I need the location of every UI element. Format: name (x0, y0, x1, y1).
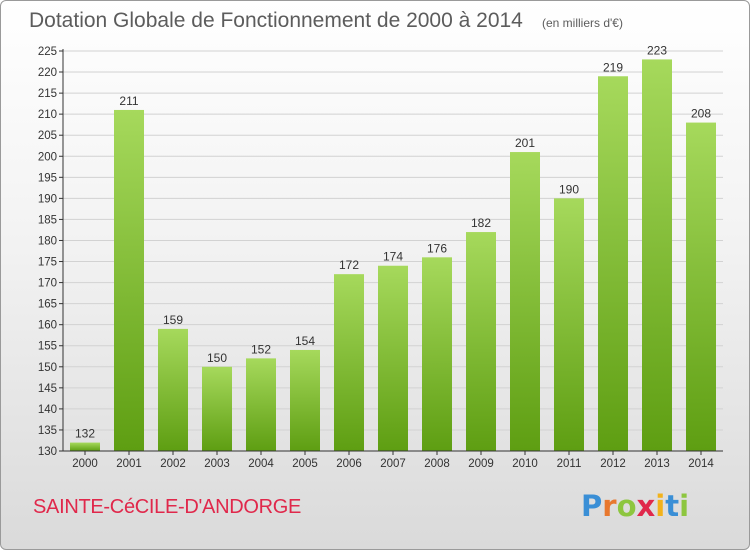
x-tick-label: 2008 (424, 458, 450, 470)
bar-value-label: 152 (251, 342, 271, 356)
commune-name: SAINTE-CéCILE-D'ANDORGE (33, 496, 302, 518)
bar (334, 274, 364, 451)
bar (422, 257, 452, 451)
bar (466, 232, 496, 451)
bar-value-label: 159 (163, 313, 183, 327)
logo-letter: P (581, 489, 603, 523)
y-tick-label: 135 (38, 425, 57, 437)
bar-value-label: 211 (119, 94, 138, 108)
x-tick-label: 2004 (248, 458, 274, 470)
bar-value-label: 223 (647, 43, 667, 57)
bar (510, 152, 540, 452)
bar-value-labels: 132 211 159 150 152 154 172 174 176 182 201 190 219 2… (75, 43, 711, 440)
proxiti-logo: Proxiti (581, 489, 689, 523)
logo-letter: i (679, 489, 690, 523)
logo-letter: i (655, 489, 666, 523)
bar-value-label: 172 (339, 258, 359, 272)
bar (554, 198, 584, 451)
y-tick-label: 165 (38, 299, 57, 311)
x-tick-label: 2006 (336, 458, 362, 470)
bar-value-label: 190 (559, 182, 579, 196)
bar (246, 358, 276, 451)
axes (62, 49, 723, 452)
x-tick-label: 2010 (512, 458, 538, 470)
y-tick-label: 140 (38, 404, 57, 416)
bar (642, 59, 672, 451)
y-tick-label: 160 (38, 320, 57, 332)
chart-title: Dotation Globale de Fonctionnement de 20… (29, 9, 523, 32)
y-tick-label: 180 (38, 235, 57, 247)
x-tick-label: 2000 (72, 458, 98, 470)
bar-value-label: 176 (427, 241, 447, 255)
bar-value-label: 182 (471, 216, 491, 230)
x-tick-label: 2002 (160, 458, 186, 470)
bars (70, 59, 716, 452)
bar-value-label: 174 (383, 250, 403, 264)
y-tick-label: 195 (38, 172, 57, 184)
bar-value-label: 150 (207, 351, 227, 365)
x-axis-tick-labels: 2000 2001 2002 2003 2004 2005 2006 2007 2008 2009… (72, 451, 714, 470)
x-tick-label: 2001 (116, 458, 142, 470)
bar (686, 122, 716, 451)
y-tick-label: 175 (38, 257, 57, 269)
bar-value-label: 219 (603, 60, 623, 74)
chart-subtitle: (en milliers d'€) (542, 16, 623, 30)
logo-letter: o (616, 489, 637, 523)
bar-value-label: 154 (295, 334, 315, 348)
y-tick-label: 225 (38, 46, 57, 58)
logo-letter: x (636, 489, 656, 523)
bar (70, 442, 100, 451)
bar (202, 366, 232, 451)
y-tick-label: 220 (38, 67, 57, 79)
y-tick-label: 215 (38, 88, 57, 100)
x-tick-label: 2009 (468, 458, 494, 470)
y-tick-label: 145 (38, 383, 57, 395)
y-tick-label: 185 (38, 214, 57, 226)
y-tick-label: 170 (38, 278, 57, 290)
bar-value-label: 208 (691, 107, 711, 121)
y-tick-label: 190 (38, 193, 57, 205)
y-tick-label: 200 (38, 151, 57, 163)
x-tick-label: 2011 (557, 458, 582, 470)
bar-value-label: 132 (75, 427, 95, 441)
y-axis-tick-labels: 130 135 140 145 150 155 160 165 170 175 180 185 190 1… (38, 46, 63, 458)
logo-letter: t (665, 489, 680, 523)
x-tick-label: 2013 (644, 458, 670, 470)
y-tick-label: 130 (38, 446, 57, 458)
bar (114, 109, 144, 452)
y-tick-label: 210 (38, 109, 57, 121)
bar (378, 265, 408, 451)
x-tick-label: 2007 (380, 458, 406, 470)
x-tick-label: 2014 (688, 458, 714, 470)
y-tick-label: 150 (38, 362, 57, 374)
bar (290, 349, 320, 451)
logo-letter: r (602, 489, 617, 523)
x-tick-label: 2012 (600, 458, 626, 470)
x-tick-label: 2003 (204, 458, 230, 470)
bar-value-label: 201 (515, 136, 535, 150)
y-tick-label: 155 (38, 341, 57, 353)
y-tick-label: 205 (38, 130, 57, 142)
bar (598, 76, 628, 452)
x-tick-label: 2005 (292, 458, 318, 470)
bar (158, 328, 188, 451)
